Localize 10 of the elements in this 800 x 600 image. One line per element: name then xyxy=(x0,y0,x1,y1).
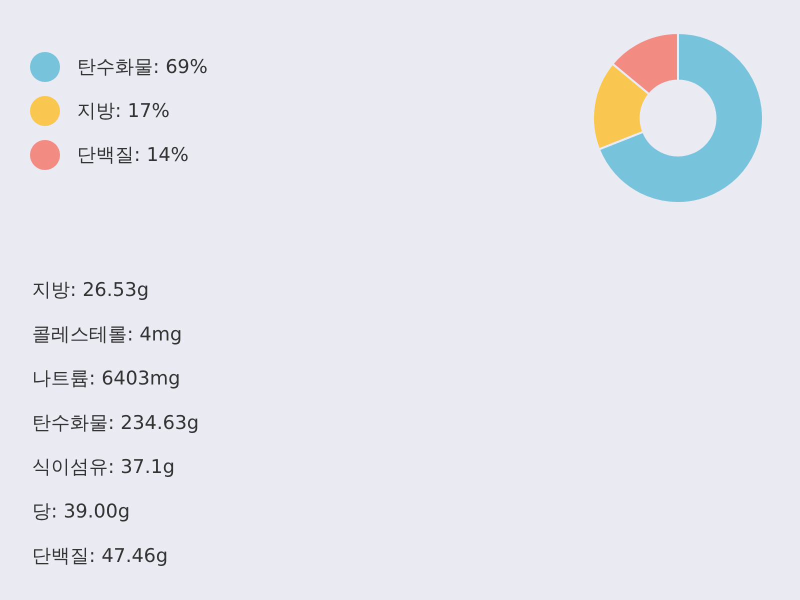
legend-label: 탄수화물: 69% xyxy=(77,56,208,78)
text: 지방: 26.53g xyxy=(32,279,149,301)
text: 나트륨: 6403mg xyxy=(32,368,180,390)
text: 식이섬유: 37.1g xyxy=(32,456,175,478)
text: 당: 39.00g xyxy=(32,500,130,522)
text: 탄수화물: 234.63g xyxy=(32,412,199,434)
legend-label: 단백질: 14% xyxy=(77,144,189,166)
text: 콜레스테롤: 4mg xyxy=(32,323,182,346)
legend-label: 지방: 17% xyxy=(77,100,170,122)
text: 단백질: 47.46g xyxy=(32,544,168,567)
